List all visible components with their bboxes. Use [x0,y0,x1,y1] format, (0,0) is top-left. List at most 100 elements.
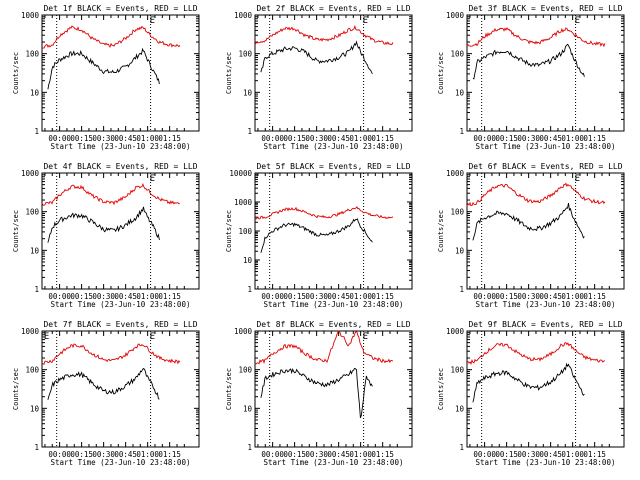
x-tick-label: 01:00 [349,134,372,143]
plot-frame [254,330,413,448]
x-tick-label: 01:00 [136,292,159,301]
x-tick-label: 00:00 [473,134,496,143]
y-axis-label: Counts/sec [437,210,445,252]
y-tick-label: 10 [243,256,253,265]
x-tick-label: 01:15 [371,450,394,459]
plot-frame [466,172,625,290]
y-tick-label: 1000 [21,11,40,20]
y-tick-label: 1 [247,285,252,294]
panel-title: Det 9f BLACK = Events, RED = LLD [468,320,622,329]
x-tick-label: 01:15 [158,292,181,301]
x-tick-label: 01:00 [561,450,584,459]
x-tick-label: 00:00 [48,292,71,301]
x-tick-label: 00:15 [283,450,306,459]
x-tick-label: 00:15 [495,134,518,143]
event-marker-label: E [363,332,368,342]
y-tick-label: 10000 [229,169,252,178]
event-marker-label: E [575,174,580,184]
panel-det-1: Det 1f BLACK = Events, RED = LLD 1 10 100 10… [12,4,200,151]
x-tick-label: 00:30 [305,134,328,143]
plot-frame [466,14,625,132]
y-tick-label: 10 [243,404,253,413]
panel-title: Det 7f BLACK = Events, RED = LLD [43,320,197,329]
panel-det-5: Det 5f BLACK = Events, RED = LLD 1 10 100 10… [225,162,413,309]
x-tick-label: 00:15 [70,292,93,301]
x-tick-label: 00:00 [48,134,71,143]
panel-title: Det 3f BLACK = Events, RED = LLD [468,4,622,13]
panel-det-7: Det 7f BLACK = Events, RED = LLD 1 10 100 10… [12,320,200,467]
panel-det-6: Det 6f BLACK = Events, RED = LLD 1 10 100 10… [437,162,625,309]
series-lld-line [254,330,394,365]
x-tick-label: 01:15 [158,134,181,143]
event-marker-label: E [363,16,368,26]
x-tick-label: 01:00 [561,292,584,301]
series-events-line [47,367,160,400]
y-axis-label: Counts/sec [225,368,233,410]
panel-title: Det 2f BLACK = Events, RED = LLD [256,4,410,13]
x-tick-label: 01:15 [583,292,606,301]
y-tick-label: 1000 [21,327,40,336]
y-tick-label: 100 [450,50,464,59]
y-tick-label: 1 [247,443,252,452]
x-tick-label: 00:15 [70,450,93,459]
panel-det-2: Det 2f BLACK = Events, RED = LLD 1 10 100 10… [225,4,413,151]
x-tick-label: 01:15 [158,450,181,459]
x-tick-label: 00:00 [261,450,284,459]
panel-det-8: Det 8f BLACK = Events, RED = LLD 1 10 100 10… [225,320,413,467]
x-tick-label: 00:30 [305,450,328,459]
series-events-line [472,203,585,241]
y-tick-label: 1 [459,127,464,136]
x-tick-label: 00:15 [495,292,518,301]
panel-title: Det 6f BLACK = Events, RED = LLD [468,162,622,171]
x-axis-label: Start Time (23-Jun-10 23:48:00) [264,300,404,309]
x-axis-label: Start Time (23-Jun-10 23:48:00) [264,458,404,467]
x-tick-label: 00:30 [517,450,540,459]
x-axis-label: Start Time (23-Jun-10 23:48:00) [51,458,191,467]
x-tick-label: 01:15 [371,292,394,301]
y-tick-label: 1 [34,285,39,294]
y-tick-label: 10 [243,88,253,97]
panel-det-9: Det 9f BLACK = Events, RED = LLD 1 10 100 10… [437,320,625,467]
plot-frame [254,14,413,132]
x-tick-label: 00:30 [517,134,540,143]
plot-frame [41,330,200,448]
y-axis-label: Counts/sec [12,52,20,94]
x-axis-label: Start Time (23-Jun-10 23:48:00) [476,142,616,151]
series-events-line [260,367,373,419]
x-tick-label: 00:45 [327,292,350,301]
series-lld-line [466,182,606,207]
x-tick-label: 00:30 [92,292,115,301]
x-tick-label: 01:15 [371,134,394,143]
y-tick-label: 10 [455,88,465,97]
event-marker-label: E [575,16,580,26]
y-tick-label: 100 [25,50,39,59]
x-tick-label: 00:30 [92,134,115,143]
y-tick-label: 1000 [446,169,465,178]
y-axis-label: Counts/sec [437,368,445,410]
y-tick-label: 1 [247,127,252,136]
y-axis-label: Counts/sec [437,52,445,94]
y-tick-label: 10 [30,88,40,97]
x-tick-label: 00:45 [114,450,137,459]
x-axis-label: Start Time (23-Jun-10 23:48:00) [476,458,616,467]
y-tick-label: 10 [455,246,465,255]
y-tick-label: 1000 [21,169,40,178]
y-tick-label: 100 [450,208,464,217]
x-tick-label: 00:30 [517,292,540,301]
x-tick-label: 00:45 [539,134,562,143]
x-tick-label: 00:00 [473,450,496,459]
series-lld-line [254,24,394,45]
event-marker-label: E [150,16,155,26]
y-axis-label: Counts/sec [225,210,233,252]
y-tick-label: 1000 [234,198,253,207]
series-lld-line [41,182,180,206]
y-axis-label: Counts/sec [12,368,20,410]
series-events-line [47,206,160,243]
series-lld-line [466,26,606,48]
y-tick-label: 10 [30,404,40,413]
series-lld-line [41,25,181,49]
y-axis-label: Counts/sec [12,210,20,252]
x-tick-label: 00:45 [327,450,350,459]
y-tick-label: 100 [238,366,252,375]
series-events-line [472,43,585,80]
